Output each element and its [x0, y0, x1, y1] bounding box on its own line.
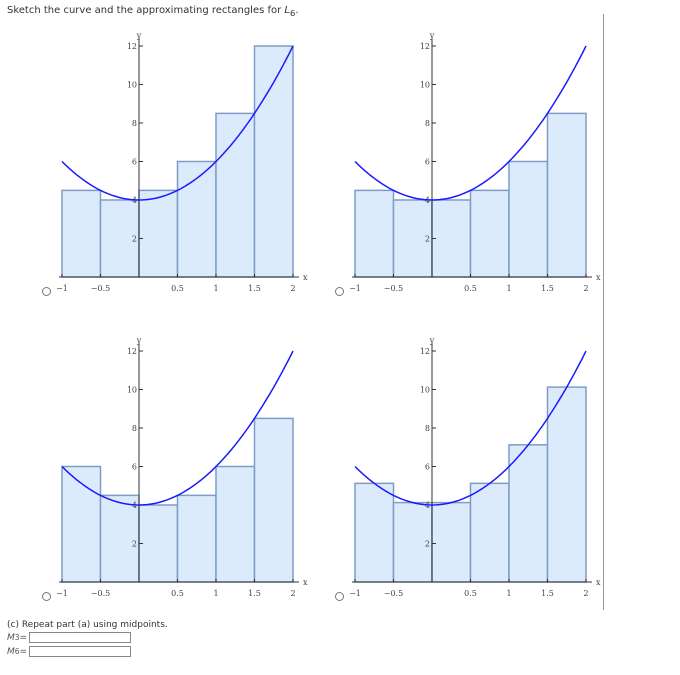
- y-axis-label: y: [429, 336, 435, 345]
- y-tick-label: 12: [420, 347, 430, 356]
- x-tick-label: −1: [56, 589, 68, 598]
- x-tick-label: 0.5: [171, 284, 184, 293]
- rectangle: [138, 504, 179, 583]
- x-tick-label: −0.5: [91, 589, 110, 598]
- rectangle: [354, 189, 395, 278]
- y-tick-label: 12: [127, 347, 137, 356]
- x-tick-label: 1.5: [248, 284, 261, 293]
- rectangle: [215, 465, 256, 583]
- x-tick-label: 1.5: [541, 284, 554, 293]
- x-axis-label: x: [596, 273, 601, 282]
- m3-row: M 3 =: [7, 632, 132, 643]
- x-tick-label: 2: [583, 284, 588, 293]
- rectangle: [61, 465, 102, 583]
- rectangle: [431, 199, 472, 278]
- part-c-text: (c) Repeat part (a) using midpoints.: [7, 620, 168, 630]
- y-tick-label: 6: [132, 463, 137, 472]
- rectangle: [354, 482, 395, 583]
- rectangle: [61, 189, 102, 278]
- y-tick-label: 10: [127, 81, 137, 90]
- y-tick-label: 2: [425, 235, 430, 244]
- y-tick-label: 2: [425, 540, 430, 549]
- m6-row: M 6 =: [7, 646, 132, 657]
- x-tick-label: −1: [349, 284, 361, 293]
- rectangle: [508, 160, 549, 278]
- m3-input[interactable]: [29, 632, 132, 643]
- x-axis-label: x: [303, 578, 308, 587]
- curve: [354, 350, 587, 506]
- x-tick-label: −0.5: [384, 284, 403, 293]
- y-tick-label: 10: [420, 386, 430, 395]
- y-tick-label: 12: [420, 42, 430, 51]
- graph-option-3: −1 −0.5 0.5 1 1.5 2 2 4 6 8 10 12 y x: [40, 327, 330, 612]
- rectangle: [469, 482, 510, 583]
- rectangle: [176, 160, 217, 278]
- x-tick-label: 1: [213, 284, 218, 293]
- rectangle: [253, 417, 294, 583]
- rectangle: [431, 501, 472, 583]
- x-tick-label: 2: [290, 284, 295, 293]
- rectangle: [469, 189, 510, 278]
- y-tick-label: 10: [420, 81, 430, 90]
- y-tick-label: 2: [132, 235, 137, 244]
- y-axis-label: y: [136, 336, 142, 345]
- radio-option-4[interactable]: [335, 592, 344, 601]
- x-tick-label: −1: [56, 284, 68, 293]
- x-tick-label: 1: [506, 284, 511, 293]
- x-tick-label: −0.5: [91, 284, 110, 293]
- x-tick-label: 0.5: [464, 589, 477, 598]
- x-tick-label: 1.5: [541, 589, 554, 598]
- y-axis-label: y: [429, 31, 435, 40]
- radio-option-2[interactable]: [335, 287, 344, 296]
- radio-option-1[interactable]: [42, 287, 51, 296]
- y-tick-label: 10: [127, 386, 137, 395]
- graph-option-1: −1 −0.5 0.5 1 1.5 2 2 4 6 8 10 12 y x: [40, 22, 330, 307]
- rectangle: [546, 112, 587, 278]
- curve: [354, 45, 587, 201]
- y-axis-label: y: [136, 31, 142, 40]
- y-tick-label: 8: [425, 424, 430, 433]
- y-tick-label: 2: [132, 540, 137, 549]
- y-tick-label: 6: [425, 158, 430, 167]
- y-tick-label: 12: [127, 42, 137, 51]
- radio-option-3[interactable]: [42, 592, 51, 601]
- graph-option-4: −1 −0.5 0.5 1 1.5 2 2 4 6 8 10 12 y x: [333, 327, 623, 612]
- x-tick-label: −0.5: [384, 589, 403, 598]
- rectangle: [99, 199, 140, 278]
- curve: [61, 45, 294, 201]
- y-tick-label: 6: [132, 158, 137, 167]
- rectangle: [253, 45, 294, 278]
- divider: [603, 14, 604, 610]
- x-tick-label: 2: [290, 589, 295, 598]
- curve: [61, 350, 294, 506]
- rectangle: [392, 199, 433, 278]
- x-tick-label: 0.5: [171, 589, 184, 598]
- rectangle: [546, 386, 587, 583]
- x-tick-label: 1: [506, 589, 511, 598]
- x-tick-label: −1: [349, 589, 361, 598]
- graph-option-2: −1 −0.5 0.5 1 1.5 2 2 4 6 8 10 12 y x: [333, 22, 623, 307]
- rectangle: [215, 112, 256, 278]
- x-tick-label: 1: [213, 589, 218, 598]
- rectangle: [392, 501, 433, 583]
- x-tick-label: 0.5: [464, 284, 477, 293]
- prompt-text: Sketch the curve and the approximating r…: [7, 5, 299, 18]
- x-tick-label: 2: [583, 589, 588, 598]
- y-tick-label: 8: [425, 119, 430, 128]
- m6-input[interactable]: [29, 646, 132, 657]
- x-axis-label: x: [303, 273, 308, 282]
- y-tick-label: 8: [132, 119, 137, 128]
- x-tick-label: 1.5: [248, 589, 261, 598]
- rectangle: [176, 494, 217, 583]
- rectangle: [508, 444, 549, 583]
- y-tick-label: 6: [425, 463, 430, 472]
- y-tick-label: 8: [132, 424, 137, 433]
- rectangle: [138, 189, 179, 278]
- x-axis-label: x: [596, 578, 601, 587]
